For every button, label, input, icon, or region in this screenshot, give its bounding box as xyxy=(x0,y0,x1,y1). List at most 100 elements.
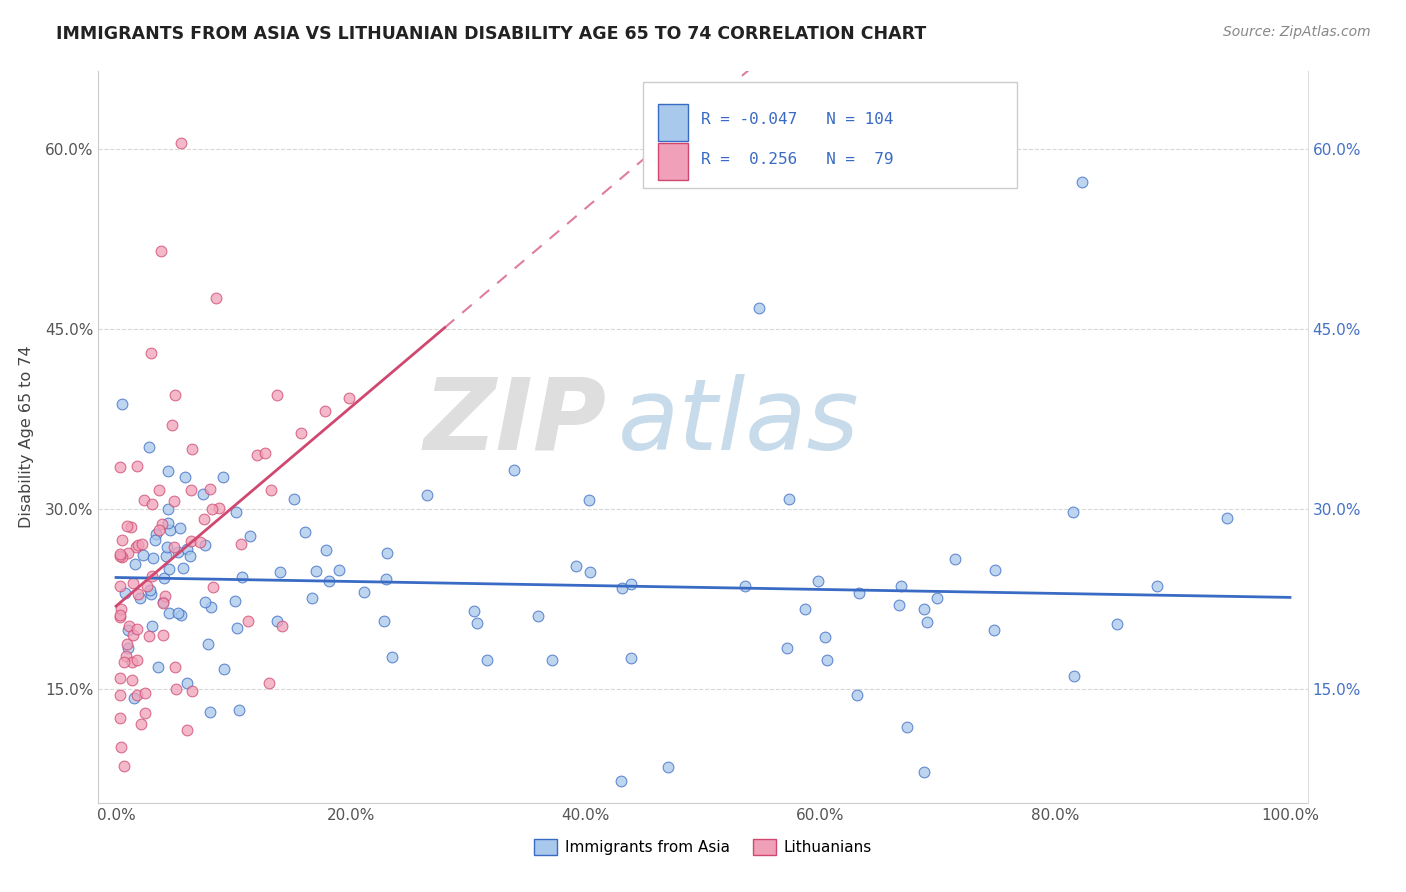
Point xyxy=(214,662,236,676)
Point xyxy=(163,541,186,555)
Point xyxy=(145,527,167,541)
Point xyxy=(117,640,139,655)
Point xyxy=(814,630,837,644)
FancyBboxPatch shape xyxy=(643,82,1018,188)
Point xyxy=(172,561,194,575)
Point xyxy=(314,403,336,417)
Point xyxy=(120,520,142,534)
Point xyxy=(150,516,173,531)
Point xyxy=(890,579,912,593)
Point xyxy=(578,492,600,507)
Point xyxy=(165,681,187,696)
Point xyxy=(159,523,181,537)
Point xyxy=(734,579,756,593)
Point xyxy=(301,591,323,605)
Point xyxy=(127,537,149,551)
Point xyxy=(328,563,350,577)
Text: Source: ZipAtlas.com: Source: ZipAtlas.com xyxy=(1223,25,1371,39)
Point xyxy=(108,688,131,702)
Point xyxy=(163,388,186,402)
Point xyxy=(807,574,830,589)
Point xyxy=(111,397,134,411)
Point xyxy=(254,445,277,459)
Point xyxy=(176,676,198,690)
Point xyxy=(204,291,226,305)
Point xyxy=(208,501,231,516)
Point xyxy=(127,623,149,637)
Point xyxy=(155,549,177,563)
Point xyxy=(793,602,815,616)
Point xyxy=(115,638,138,652)
Point xyxy=(148,483,170,498)
Point xyxy=(526,608,548,623)
Point xyxy=(159,607,181,621)
Point xyxy=(134,706,156,720)
Point xyxy=(163,494,186,508)
Point xyxy=(114,586,136,600)
Point xyxy=(121,655,143,669)
Point xyxy=(112,656,135,670)
Point xyxy=(132,548,155,562)
Text: R =  0.256   N =  79: R = 0.256 N = 79 xyxy=(700,152,893,167)
Point xyxy=(984,563,1007,577)
Point xyxy=(141,346,163,360)
Point xyxy=(1062,505,1084,519)
Point xyxy=(176,542,198,557)
Point xyxy=(110,602,132,616)
Point xyxy=(170,607,193,622)
Point xyxy=(156,501,179,516)
Point xyxy=(212,470,235,484)
Point xyxy=(138,629,160,643)
Point xyxy=(983,623,1005,637)
Point xyxy=(657,760,679,774)
Point xyxy=(231,570,253,584)
Point xyxy=(610,774,633,789)
Point xyxy=(108,607,131,622)
Point xyxy=(238,615,260,629)
Point xyxy=(269,566,291,580)
Point xyxy=(194,538,217,552)
Point xyxy=(155,590,177,604)
Point xyxy=(136,579,159,593)
Point xyxy=(620,577,643,591)
Point xyxy=(373,614,395,628)
Point xyxy=(138,440,160,454)
Point xyxy=(201,580,224,594)
Point xyxy=(181,684,204,698)
FancyBboxPatch shape xyxy=(658,143,689,179)
Point xyxy=(748,301,770,315)
Point xyxy=(463,604,485,618)
Point xyxy=(110,740,132,755)
Point xyxy=(180,483,202,498)
Point xyxy=(1063,669,1085,683)
Point xyxy=(152,596,174,610)
Point xyxy=(141,619,163,633)
Point xyxy=(912,765,935,780)
Point xyxy=(173,470,195,484)
Point xyxy=(318,574,340,589)
Point xyxy=(896,720,918,734)
Point xyxy=(225,506,247,520)
Point xyxy=(141,569,163,583)
Point xyxy=(375,573,398,587)
Point xyxy=(579,565,602,579)
Point xyxy=(149,244,172,259)
Point xyxy=(246,448,269,462)
Point xyxy=(191,487,214,501)
Point xyxy=(129,591,152,605)
Point xyxy=(260,483,283,498)
Point xyxy=(124,557,146,571)
Point xyxy=(152,628,174,642)
Y-axis label: Disability Age 65 to 74: Disability Age 65 to 74 xyxy=(18,346,34,528)
Point xyxy=(112,759,135,773)
Point xyxy=(620,651,643,665)
Point xyxy=(145,533,167,547)
Point xyxy=(139,583,162,598)
Point xyxy=(846,688,869,702)
Point xyxy=(156,540,179,554)
Point xyxy=(157,562,180,576)
Point xyxy=(197,637,219,651)
Point xyxy=(815,652,838,666)
Point xyxy=(238,529,260,543)
Point xyxy=(315,542,337,557)
